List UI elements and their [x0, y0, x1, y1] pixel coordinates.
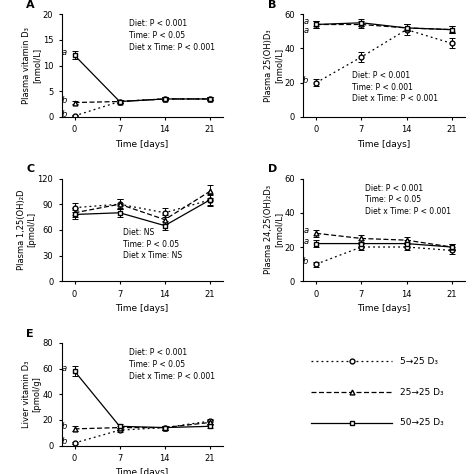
- Text: C: C: [26, 164, 34, 174]
- Text: b: b: [303, 257, 309, 266]
- Text: Diet: P < 0.001
Time: P < 0.05
Diet x Time: P < 0.001: Diet: P < 0.001 Time: P < 0.05 Diet x Ti…: [129, 19, 215, 52]
- Text: D: D: [268, 164, 277, 174]
- Text: b: b: [62, 110, 67, 119]
- Text: a: a: [303, 226, 309, 235]
- Text: 50→25 D₃: 50→25 D₃: [400, 419, 444, 428]
- Text: 5→25 D₃: 5→25 D₃: [400, 357, 438, 366]
- Text: a: a: [303, 26, 309, 35]
- X-axis label: Time [days]: Time [days]: [116, 304, 169, 313]
- Text: a: a: [62, 48, 67, 57]
- Text: Diet: P < 0.001
Time: P < 0.001
Diet x Time: P < 0.001: Diet: P < 0.001 Time: P < 0.001 Diet x T…: [352, 71, 438, 103]
- Text: b: b: [62, 96, 67, 105]
- X-axis label: Time [days]: Time [days]: [116, 468, 169, 474]
- Text: a: a: [62, 364, 67, 373]
- Text: E: E: [26, 329, 34, 339]
- Y-axis label: Plasma 24,25(OH)₂D₃
[nmol/L]: Plasma 24,25(OH)₂D₃ [nmol/L]: [264, 185, 283, 274]
- Text: b: b: [62, 422, 67, 431]
- Text: Diet: P < 0.001
Time: P < 0.05
Diet x Time: P < 0.001: Diet: P < 0.001 Time: P < 0.05 Diet x Ti…: [365, 184, 451, 216]
- Text: 25→25 D₃: 25→25 D₃: [400, 388, 444, 397]
- Text: Diet: NS
Time: P < 0.05
Diet x Time: NS: Diet: NS Time: P < 0.05 Diet x Time: NS: [123, 228, 182, 260]
- Text: a: a: [303, 18, 309, 27]
- Text: a: a: [303, 237, 309, 246]
- Text: b: b: [303, 76, 309, 85]
- Text: A: A: [26, 0, 35, 10]
- Text: B: B: [268, 0, 276, 10]
- X-axis label: Time [days]: Time [days]: [116, 140, 169, 149]
- Y-axis label: Liver vitamin D₃
[pmol/g]: Liver vitamin D₃ [pmol/g]: [22, 361, 41, 428]
- Y-axis label: Plasma vitamin D₃
[nmol/L]: Plasma vitamin D₃ [nmol/L]: [22, 27, 41, 104]
- X-axis label: Time [days]: Time [days]: [357, 304, 410, 313]
- Y-axis label: Plasma 1,25(OH)₂D
[pmol/L]: Plasma 1,25(OH)₂D [pmol/L]: [17, 190, 36, 270]
- Text: Diet: P < 0.001
Time: P < 0.05
Diet x Time: P < 0.001: Diet: P < 0.001 Time: P < 0.05 Diet x Ti…: [129, 348, 215, 381]
- Text: b: b: [62, 437, 67, 446]
- X-axis label: Time [days]: Time [days]: [357, 140, 410, 149]
- Y-axis label: Plasma 25(OH)D₃
[nmol/L]: Plasma 25(OH)D₃ [nmol/L]: [264, 29, 283, 102]
